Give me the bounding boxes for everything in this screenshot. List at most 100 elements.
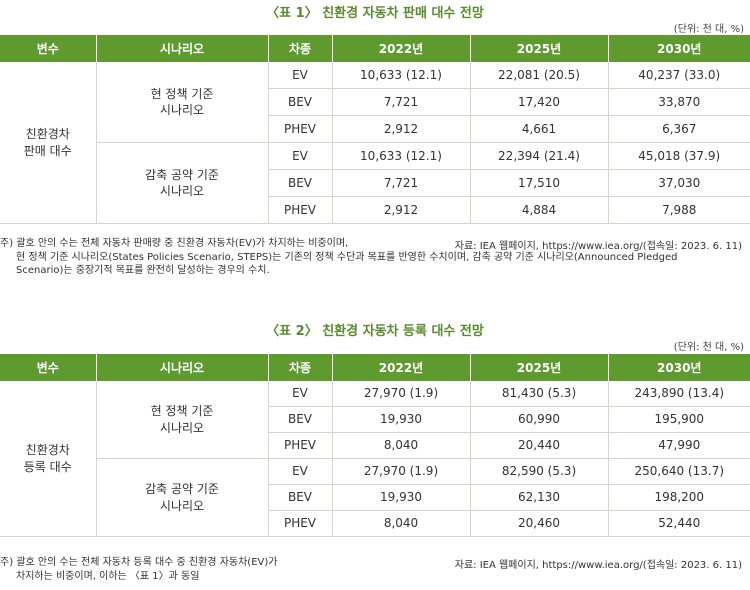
value-2025-cell: 62,130	[469, 484, 608, 511]
scenario-cell: 감축 공약 기준 시나리오	[95, 458, 268, 537]
scenario-line: 시나리오	[159, 184, 205, 198]
header-scenario: 시나리오	[95, 354, 268, 381]
header-2022: 2022년	[331, 35, 470, 62]
table-row: PHEV 2,912 4,661 6,367	[0, 115, 750, 143]
value-2022-cell: 7,721	[331, 88, 470, 116]
value-2030-cell: 45,018 (37.9)	[607, 142, 750, 170]
table-row: 친환경차 등록 대수 현 정책 기준 시나리오 EV 27,970 (1.9) …	[0, 381, 750, 537]
value-2025-cell: 20,460	[469, 510, 608, 537]
header-2025: 2025년	[469, 354, 608, 381]
table-row: PHEV 8,040 20,460 52,440	[0, 510, 750, 537]
value-2022-cell: 27,970 (1.9)	[331, 458, 470, 485]
vehicle-type-cell: EV	[267, 62, 332, 89]
header-vehicle-type: 차종	[267, 35, 332, 62]
vehicle-type-cell: PHEV	[267, 432, 332, 459]
value-2022-cell: 7,721	[331, 169, 470, 197]
vehicle-type-cell: EV	[267, 458, 332, 485]
vehicle-type-cell: EV	[267, 381, 332, 407]
table2-source: 자료: IEA 웹페이지, https://www.iea.org/(접속일: …	[454, 560, 742, 571]
value-2030-cell: 33,870	[607, 88, 750, 116]
value-2025-cell: 81,430 (5.3)	[469, 381, 608, 407]
vehicle-type-cell: PHEV	[267, 115, 332, 143]
table2-unit: (단위: 천 대, %)	[673, 342, 744, 353]
value-2030-cell: 40,237 (33.0)	[607, 62, 750, 89]
scenario-line: 시나리오	[159, 420, 205, 435]
value-2030-cell: 250,640 (13.7)	[607, 458, 750, 485]
table2-header-row: 변수 시나리오 차종 2022년 2025년 2030년	[0, 354, 750, 381]
table1-header-row: 변수 시나리오 차종 2022년 2025년 2030년	[0, 35, 750, 62]
vehicle-type-cell: PHEV	[267, 196, 332, 224]
value-2022-cell: 10,633 (12.1)	[331, 142, 470, 170]
header-scenario: 시나리오	[95, 35, 268, 62]
scenario-line: 현 정책 기준	[150, 404, 214, 419]
value-2025-cell: 22,394 (21.4)	[469, 142, 608, 170]
vehicle-type-cell: BEV	[267, 406, 332, 433]
table-row: PHEV 2,912 4,884 7,988	[0, 196, 750, 224]
table-row: BEV 7,721 17,420 33,870	[0, 88, 750, 116]
value-2022-cell: 2,912	[331, 115, 470, 143]
value-2030-cell: 7,988	[607, 196, 750, 224]
value-2030-cell: 37,030	[607, 169, 750, 197]
value-2025-cell: 20,440	[469, 432, 608, 459]
vehicle-type-cell: EV	[267, 142, 332, 170]
value-2025-cell: 60,990	[469, 406, 608, 433]
value-2030-cell: 195,900	[607, 406, 750, 433]
table-row: BEV 19,930 62,130 198,200	[0, 484, 750, 511]
header-2030: 2030년	[607, 35, 750, 62]
table-row: 친환경차 판매 대수 현 정책 기준 시나리오 EV 10,633 (12.1)…	[0, 62, 750, 224]
value-2022-cell: 8,040	[331, 510, 470, 537]
vehicle-type-cell: PHEV	[267, 510, 332, 537]
value-2030-cell: 52,440	[607, 510, 750, 537]
table-row: BEV 7,721 17,510 37,030	[0, 169, 750, 197]
note-line: 현 정책 기준 시나리오(States Policies Scenario, S…	[16, 251, 678, 263]
value-2030-cell: 198,200	[607, 484, 750, 511]
value-2025-cell: 17,420	[469, 88, 608, 116]
note-line: 차지하는 비중이며, 이하는 〈표 1〉과 동일	[16, 570, 200, 582]
value-2025-cell: 4,661	[469, 115, 608, 143]
vehicle-type-cell: BEV	[267, 484, 332, 511]
value-2025-cell: 82,590 (5.3)	[469, 458, 608, 485]
value-2022-cell: 19,930	[331, 484, 470, 511]
value-2022-cell: 8,040	[331, 432, 470, 459]
value-2022-cell: 10,633 (12.1)	[331, 62, 470, 89]
value-2030-cell: 6,367	[607, 115, 750, 143]
table1-source: 자료: IEA 웹페이지, https://www.iea.org/(접속일: …	[454, 241, 742, 252]
variable-line: 친환경차	[25, 127, 70, 142]
header-2030: 2030년	[607, 354, 750, 381]
value-2025-cell: 22,081 (20.5)	[469, 62, 608, 89]
scenario-cell: 감축 공약 기준 시나리오	[95, 142, 268, 224]
value-2022-cell: 2,912	[331, 196, 470, 224]
variable-line: 등록 대수	[23, 459, 72, 474]
scenario-line: 시나리오	[159, 498, 205, 513]
scenario-line: 감축 공약 기준	[145, 482, 219, 497]
header-2022: 2022년	[331, 354, 470, 381]
table-row: BEV 19,930 60,990 195,900	[0, 406, 750, 433]
note-line: 주) 괄호 안의 수는 전체 자동차 판매량 중 친환경 자동차(EV)가 차지…	[0, 238, 349, 249]
variable-line: 판매 대수	[23, 143, 72, 158]
table-row: 감축 공약 기준 시나리오 EV 10,633 (12.1) 22,394 (2…	[0, 142, 750, 224]
scenario-line: 감축 공약 기준	[145, 167, 219, 182]
value-2025-cell: 17,510	[469, 169, 608, 197]
header-2025: 2025년	[469, 35, 608, 62]
variable-line: 친환경차	[25, 443, 70, 458]
table-row: PHEV 8,040 20,440 47,990	[0, 432, 750, 459]
header-variable: 변수	[0, 354, 96, 381]
value-2030-cell: 243,890 (13.4)	[607, 381, 750, 407]
table2-title: 〈표 2〉 친환경 자동차 등록 대수 전망	[266, 324, 484, 339]
variable-cell: 친환경차 등록 대수	[0, 381, 96, 537]
table-row: 감축 공약 기준 시나리오 EV 27,970 (1.9) 82,590 (5.…	[0, 458, 750, 537]
value-2030-cell: 47,990	[607, 432, 750, 459]
sales-forecast-table: 변수 시나리오 차종 2022년 2025년 2030년 친환경차 판매 대수 …	[0, 35, 750, 224]
scenario-line: 시나리오	[159, 103, 205, 117]
value-2025-cell: 4,884	[469, 196, 608, 224]
scenario-cell: 현 정책 기준 시나리오	[95, 381, 268, 459]
scenario-cell: 현 정책 기준 시나리오	[95, 62, 268, 143]
value-2022-cell: 19,930	[331, 406, 470, 433]
vehicle-type-cell: BEV	[267, 169, 332, 197]
registration-forecast-table: 변수 시나리오 차종 2022년 2025년 2030년 친환경차 등록 대수 …	[0, 354, 750, 537]
value-2022-cell: 27,970 (1.9)	[331, 381, 470, 407]
note-line: 주) 괄호 안의 수는 전체 자동차 등록 대수 중 친환경 자동차(EV)가	[0, 557, 278, 568]
scenario-line: 현 정책 기준	[150, 86, 214, 101]
variable-cell: 친환경차 판매 대수	[0, 62, 96, 224]
header-variable: 변수	[0, 35, 96, 62]
